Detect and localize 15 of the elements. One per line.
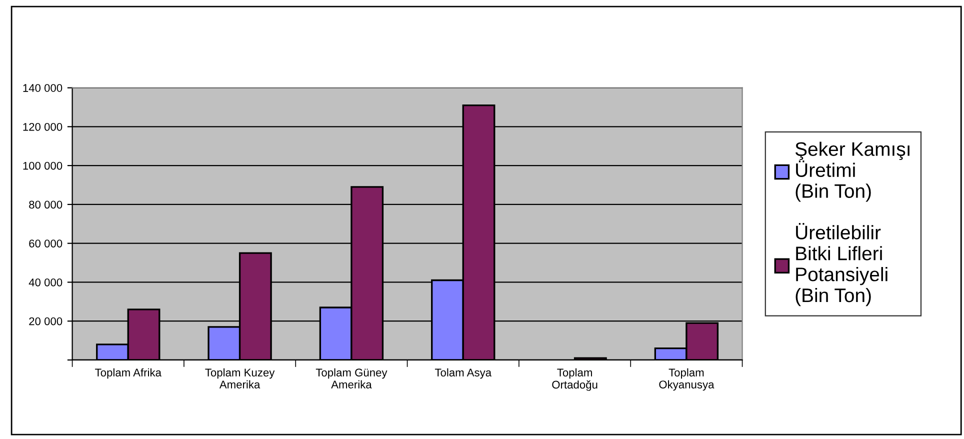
legend-label: Şeker Kamışı Üretimi (Bin Ton)	[795, 142, 910, 202]
y-tick-label: 20 000	[29, 317, 62, 326]
y-tick-label: 120 000	[23, 122, 62, 131]
y-tick-label: 100 000	[23, 162, 62, 170]
x-tick-label: Toplam Okyanusya	[659, 368, 714, 391]
x-tick-label: Tolam Asya	[434, 368, 492, 379]
y-tick-label: 40 000	[28, 278, 62, 286]
x-tick-label: Toplam Ortadoğu	[552, 368, 598, 391]
x-tick-label: Toplam Afrika	[95, 368, 162, 379]
legend-label: Üretilebilir Bitki Lifleri Potansiyeli (Bin Ton)	[796, 222, 888, 306]
x-tick-label: Toplam Güney Amerika	[316, 368, 388, 388]
y-tick-label: 60 000	[29, 240, 62, 248]
x-tick-label: Toplam Kuzey Amerika	[205, 368, 275, 388]
y-tick-label: 80 000	[29, 200, 62, 209]
y-tick-label: 140 000	[23, 84, 62, 92]
